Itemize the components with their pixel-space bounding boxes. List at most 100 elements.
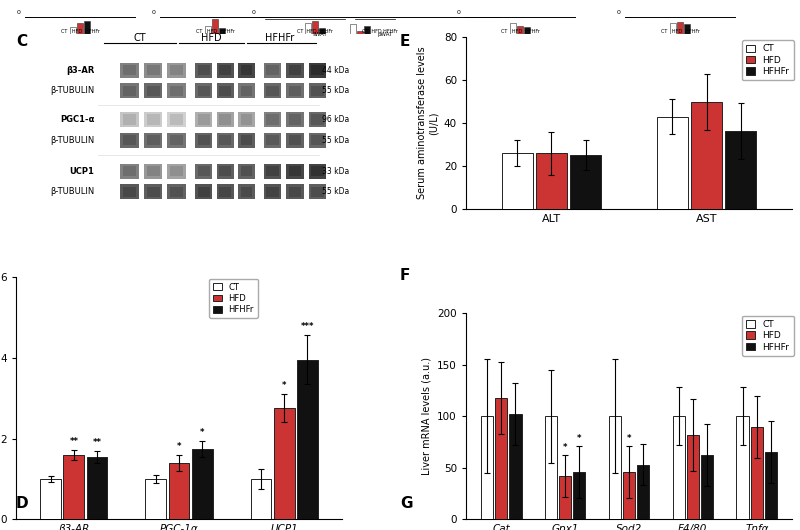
Text: pWAT: pWAT: [378, 32, 393, 38]
Bar: [63, 455, 84, 519]
Bar: [241, 65, 253, 75]
Bar: [289, 187, 302, 197]
Bar: [144, 132, 162, 147]
Bar: [750, 427, 763, 519]
Bar: [311, 135, 324, 145]
Text: β3-AR: β3-AR: [66, 66, 94, 75]
Text: **: **: [93, 438, 102, 447]
Text: 0: 0: [152, 10, 156, 15]
Bar: [146, 479, 166, 519]
Bar: [123, 114, 136, 125]
Bar: [217, 63, 234, 77]
Bar: [170, 135, 183, 145]
Text: **: **: [70, 437, 78, 446]
Text: β-TUBULIN: β-TUBULIN: [50, 86, 94, 95]
Bar: [573, 472, 586, 519]
Bar: [169, 463, 190, 519]
Bar: [657, 117, 688, 209]
Text: C: C: [16, 34, 27, 49]
Bar: [217, 112, 234, 127]
Text: 55 kDa: 55 kDa: [322, 136, 350, 145]
Bar: [309, 112, 326, 127]
Bar: [289, 65, 302, 75]
Text: G: G: [400, 496, 413, 510]
Text: 55 kDa: 55 kDa: [322, 187, 350, 196]
Bar: [238, 164, 255, 179]
Bar: [78, 20, 82, 34]
Bar: [266, 135, 278, 145]
Text: CT  HFD HFHFr: CT HFD HFHFr: [362, 30, 398, 34]
Text: 33 kDa: 33 kDa: [322, 166, 350, 175]
Bar: [241, 187, 253, 197]
Bar: [219, 28, 225, 34]
Text: *: *: [177, 441, 182, 450]
Bar: [286, 83, 304, 98]
Text: CT   HFD  HFHFr: CT HFD HFHFr: [501, 30, 539, 34]
Bar: [198, 65, 210, 75]
Text: CT   HFD  HFHFr: CT HFD HFHFr: [195, 30, 234, 34]
Text: 0: 0: [457, 10, 461, 15]
Bar: [170, 187, 183, 197]
Bar: [266, 65, 278, 75]
Bar: [146, 114, 159, 125]
Bar: [219, 135, 231, 145]
Bar: [311, 65, 324, 75]
Bar: [266, 166, 278, 176]
Bar: [264, 83, 282, 98]
Bar: [146, 166, 159, 176]
Legend: CT, HFD, HFHFr: CT, HFD, HFHFr: [742, 40, 794, 81]
Text: 44 kDa: 44 kDa: [322, 66, 350, 75]
Bar: [309, 63, 326, 77]
Bar: [289, 166, 302, 176]
Bar: [206, 25, 210, 34]
Text: 96 kDa: 96 kDa: [322, 115, 350, 124]
Text: β-TUBULIN: β-TUBULIN: [50, 136, 94, 145]
Bar: [144, 83, 162, 98]
Bar: [266, 187, 278, 197]
Bar: [144, 184, 162, 199]
Bar: [144, 63, 162, 77]
Bar: [167, 184, 186, 199]
Bar: [686, 435, 699, 519]
Bar: [170, 166, 183, 176]
Bar: [198, 166, 210, 176]
Bar: [144, 164, 162, 179]
Bar: [518, 22, 522, 34]
Bar: [264, 112, 282, 127]
Bar: [198, 85, 210, 96]
Bar: [494, 398, 507, 519]
Bar: [167, 164, 186, 179]
Bar: [170, 85, 183, 96]
Bar: [510, 22, 516, 34]
Bar: [217, 164, 234, 179]
Bar: [309, 164, 326, 179]
Text: 55 kDa: 55 kDa: [322, 86, 350, 95]
Bar: [144, 112, 162, 127]
Bar: [274, 408, 294, 519]
Bar: [198, 187, 210, 197]
Bar: [219, 187, 231, 197]
Text: *: *: [577, 434, 582, 443]
Bar: [691, 102, 722, 209]
Bar: [737, 416, 749, 519]
Text: UCP1: UCP1: [70, 166, 94, 175]
Bar: [219, 65, 231, 75]
Bar: [309, 132, 326, 147]
Y-axis label: Serum aminotransferase levels
(U/L): Serum aminotransferase levels (U/L): [417, 47, 438, 199]
Bar: [311, 166, 324, 176]
Bar: [170, 65, 183, 75]
Bar: [146, 65, 159, 75]
Bar: [170, 114, 183, 125]
Bar: [306, 27, 310, 34]
Bar: [219, 166, 231, 176]
Bar: [241, 166, 253, 176]
Bar: [289, 85, 302, 96]
Bar: [198, 114, 210, 125]
Bar: [678, 19, 682, 34]
Bar: [312, 22, 318, 34]
Legend: CT, HFD, HFHFr: CT, HFD, HFHFr: [210, 279, 258, 318]
Bar: [120, 63, 138, 77]
Bar: [536, 153, 566, 209]
Text: PGC1-α: PGC1-α: [60, 115, 94, 124]
Bar: [40, 479, 61, 519]
